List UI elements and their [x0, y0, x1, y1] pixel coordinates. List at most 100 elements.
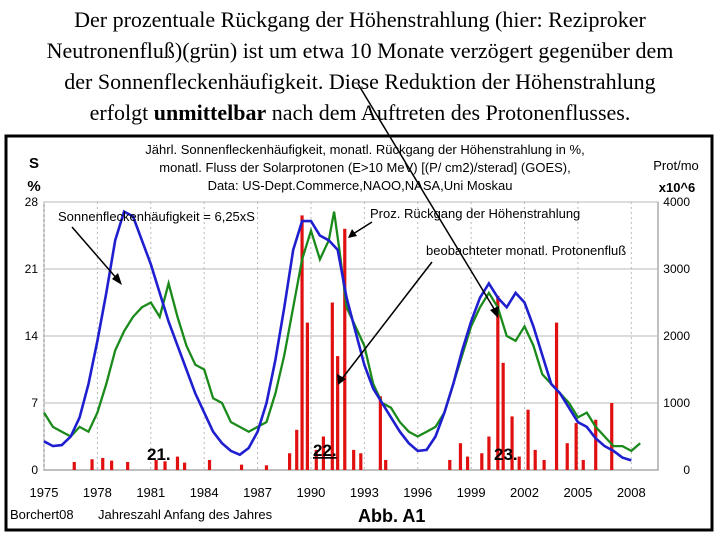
annotation-sunspot-arrow — [71, 226, 119, 281]
proton-spike — [533, 449, 537, 470]
proton-series — [72, 215, 614, 470]
x-tick-label: 1996 — [403, 485, 432, 500]
proton-spike — [305, 322, 309, 470]
right-tick-label: 2000 — [663, 329, 690, 343]
left-axis-label-percent: % — [27, 178, 40, 195]
annotation-cosmic: Proz. Rückgang der Höhenstrahlung — [370, 206, 580, 221]
proton-spike — [594, 419, 598, 470]
proton-spike — [295, 429, 299, 470]
proton-spike — [239, 464, 244, 470]
proton-spike — [154, 459, 158, 470]
cycle-label-23: 23. — [494, 445, 518, 464]
proton-spike — [501, 362, 505, 470]
proton-spike — [465, 456, 470, 470]
annotation-cosmic-arrowhead — [348, 229, 357, 238]
source-label: Borchert08 — [10, 507, 74, 522]
x-tick-label: 1990 — [296, 485, 325, 500]
proton-spike — [321, 436, 326, 470]
right-tick-label: 1000 — [663, 396, 690, 410]
x-tick-labels: 1975 1978 1981 1984 1987 1990 1993 1996 1999 2002… — [30, 485, 646, 500]
x-tick-label: 2005 — [563, 485, 592, 500]
caption-emphasis: unmittelbar — [153, 100, 267, 125]
caption-line-1: Der prozentuale Rückgang der Höhenstrahl… — [74, 7, 646, 32]
x-tick-label: 2002 — [510, 485, 539, 500]
proton-spike — [496, 295, 500, 470]
proton-spike — [542, 459, 546, 470]
proton-spike — [163, 461, 167, 470]
proton-spike — [517, 456, 521, 470]
proton-spike — [336, 356, 340, 470]
proton-spike — [378, 396, 382, 470]
left-tick-label: 21 — [25, 262, 39, 276]
figure-label: Abb. A1 — [358, 506, 425, 526]
x-tick-label: 1993 — [350, 485, 379, 500]
proton-spike — [526, 409, 530, 470]
proton-spike — [574, 423, 578, 470]
proton-spike — [314, 449, 318, 470]
proton-spike — [610, 403, 614, 470]
caption-line-3: der Sonnenfleckenhäufigkeit. Diese Reduk… — [64, 69, 656, 94]
annotation-protons-arrow — [340, 261, 433, 381]
left-tick-label: 0 — [31, 463, 38, 477]
annotation-cosmic-arrow — [352, 221, 373, 235]
proton-spike — [359, 453, 363, 470]
left-tick-label: 14 — [25, 329, 39, 343]
proton-spike — [330, 302, 334, 470]
x-tick-label: 1984 — [190, 485, 219, 500]
proton-spike — [182, 462, 187, 470]
left-axis-label-s: S — [29, 155, 39, 172]
left-tick-labels: 0 7 14 21 28 — [25, 195, 39, 477]
proton-spike — [458, 443, 463, 470]
chart-title-line-3: Data: US-Dept.Commerce,NAOO,NASA,Uni Mos… — [208, 178, 513, 193]
cycle-label-21: 21. — [147, 445, 171, 464]
proton-spike — [175, 456, 180, 470]
proton-spike — [207, 459, 212, 470]
x-tick-label: 1978 — [83, 485, 112, 500]
proton-spike — [480, 453, 484, 470]
proton-spike — [487, 436, 491, 470]
cosmic-ray-line — [43, 211, 641, 453]
right-tick-label: 0 — [683, 463, 690, 477]
caption-line-4-pre: erfolgt — [89, 100, 154, 125]
caption-line-4-post: nach dem Auftreten des Protonenflusses. — [266, 100, 631, 125]
proton-spike — [110, 460, 114, 470]
caption: Der prozentuale Rückgang der Höhenstrahl… — [0, 4, 720, 128]
caption-pointer-arrowhead — [490, 306, 499, 318]
right-tick-label: 3000 — [663, 262, 690, 276]
caption-pointer-arrow — [357, 83, 497, 313]
proton-spike — [72, 461, 76, 470]
left-tick-label: 28 — [25, 195, 39, 209]
proton-spike — [384, 459, 388, 470]
right-axis-label-scale: x10^6 — [659, 180, 696, 195]
proton-spike — [264, 465, 269, 470]
caption-line-4: erfolgt unmittelbar nach dem Auftreten d… — [0, 97, 720, 128]
annotation-protons-arrowhead — [337, 374, 346, 385]
proton-spike — [554, 322, 559, 470]
proton-spike — [101, 457, 105, 470]
proton-spike — [343, 228, 347, 470]
x-tick-label: 1987 — [243, 485, 272, 500]
annotation-protons: beobachteter monatl. Protonenfluß — [426, 243, 626, 258]
proton-spike — [352, 449, 356, 470]
x-tick-label: 1999 — [457, 485, 486, 500]
right-axis-label-unit: Prot/mo — [653, 158, 699, 173]
x-axis-label: Jahreszahl Anfang des Jahres — [98, 507, 273, 522]
sunspot-line — [43, 209, 632, 462]
chart-title-line-1: Jährl. Sonnenfleckenhäufigkeit, monatl. … — [145, 142, 584, 157]
proton-spike — [126, 461, 130, 470]
proton-spike — [90, 459, 94, 470]
cycle-label-22: 22. — [313, 441, 337, 460]
x-tick-label: 1975 — [30, 485, 59, 500]
x-tick-label: 2008 — [617, 485, 646, 500]
x-tick-label: 1981 — [136, 485, 165, 500]
proton-spike — [288, 453, 292, 470]
annotation-sunspot: Sonnenfleckenhäufigkeit = 6,25xS — [58, 209, 255, 224]
proton-spike — [581, 459, 585, 470]
right-tick-labels: 0 1000 2000 3000 4000 — [663, 195, 690, 477]
annotation-sunspot-arrowhead — [112, 273, 122, 285]
proton-spike — [300, 215, 304, 470]
proton-spike — [510, 416, 514, 470]
right-tick-label: 4000 — [663, 195, 690, 209]
chart-title-line-2: monatl. Fluss der Solarprotonen (E>10 Me… — [159, 160, 570, 175]
